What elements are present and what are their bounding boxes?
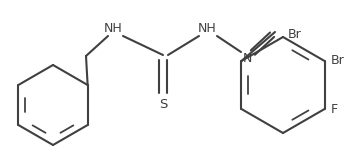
Text: S: S bbox=[159, 98, 167, 111]
Text: Br: Br bbox=[331, 54, 344, 67]
Text: N: N bbox=[242, 52, 252, 65]
Text: F: F bbox=[331, 103, 338, 116]
Text: NH: NH bbox=[104, 22, 122, 35]
Text: Br: Br bbox=[288, 28, 302, 40]
Text: NH: NH bbox=[197, 22, 216, 35]
